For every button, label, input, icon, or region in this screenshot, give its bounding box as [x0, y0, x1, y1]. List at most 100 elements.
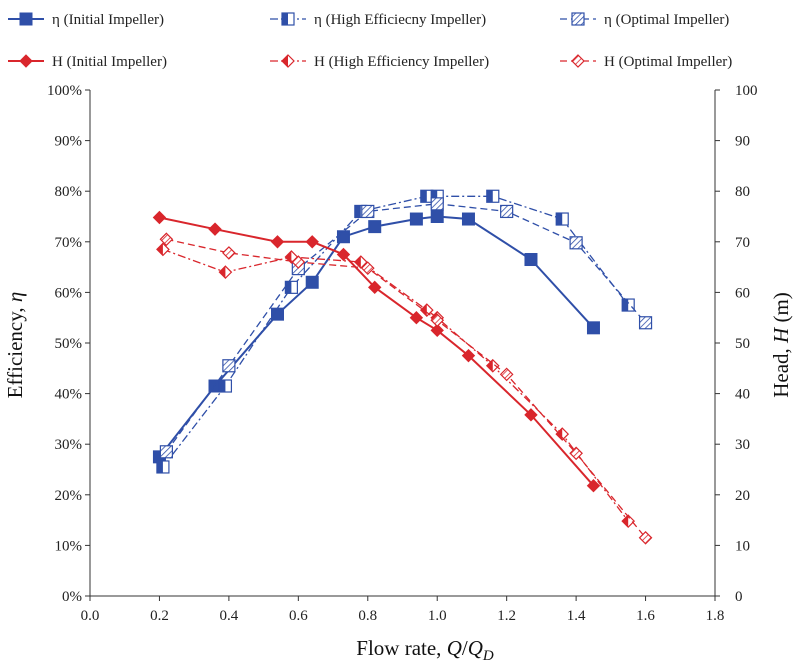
- x-tick-label: 0.2: [150, 608, 169, 624]
- legend-entry-2: η (Optimal Impeller): [560, 12, 729, 28]
- y-left-tick-label: 20%: [55, 488, 83, 504]
- y-right-tick-label: 0: [735, 589, 743, 605]
- data-point: [336, 230, 350, 244]
- y-right-tick-label: 90: [735, 134, 750, 150]
- legend-marker: [19, 12, 33, 26]
- data-point: [461, 212, 475, 226]
- legend-label: H (Optimal Impeller): [604, 54, 732, 70]
- data-point: [353, 255, 368, 269]
- data-point: [222, 246, 236, 260]
- data-point: [430, 313, 445, 328]
- data-point: [336, 247, 351, 262]
- y-left-tick-label: 60%: [55, 285, 83, 301]
- x-tick-label: 0.0: [81, 608, 100, 624]
- y-right-tick-label: 50: [735, 336, 750, 352]
- data-point: [500, 204, 514, 219]
- data-point: [486, 189, 500, 203]
- data-point: [621, 514, 636, 528]
- data-point: [368, 280, 382, 295]
- data-point: [152, 210, 167, 225]
- legend-marker: [19, 54, 33, 68]
- x-tick-label: 0.6: [289, 608, 308, 624]
- data-point: [419, 303, 434, 317]
- legend-entry-3: H (Initial Impeller): [8, 54, 167, 70]
- data-point: [485, 358, 500, 373]
- data-point: [156, 242, 170, 257]
- data-point: [499, 367, 514, 382]
- series-0: [152, 210, 600, 464]
- series-layer: [152, 189, 653, 545]
- data-point: [586, 321, 600, 335]
- legend-label: η (High Efficiecny Impeller): [314, 12, 486, 28]
- legend-marker: [281, 12, 295, 26]
- legend-label: η (Optimal Impeller): [604, 12, 729, 28]
- y-left-tick-label: 90%: [55, 134, 83, 150]
- series-line: [165, 203, 647, 453]
- x-tick-label: 1.0: [428, 608, 447, 624]
- data-point: [360, 261, 375, 275]
- data-point: [555, 212, 569, 226]
- series-5: [159, 232, 653, 545]
- data-point: [638, 530, 653, 545]
- data-point: [305, 275, 319, 289]
- y-left-tick-label: 80%: [55, 184, 83, 200]
- data-point: [305, 235, 319, 249]
- y-right-tick-label: 100: [735, 83, 758, 99]
- data-point: [569, 446, 583, 461]
- series-1: [156, 189, 635, 474]
- data-point: [284, 280, 298, 294]
- y-left-tick-label: 30%: [55, 437, 83, 453]
- data-point: [409, 212, 423, 226]
- y-right-tick-label: 60: [735, 285, 750, 301]
- data-point: [218, 265, 233, 280]
- y-left-tick-label: 50%: [55, 336, 83, 352]
- y-right-tick-label: 40: [735, 387, 750, 403]
- data-point: [430, 323, 444, 338]
- legend-label: H (High Efficiency Impeller): [314, 54, 489, 70]
- x-tick-label: 1.6: [636, 608, 655, 624]
- series-line: [162, 195, 629, 468]
- y-right-tick-label: 80: [735, 184, 750, 200]
- y-right-tick-label: 70: [735, 235, 750, 251]
- series-line: [166, 238, 647, 539]
- x-tick-label: 1.2: [497, 608, 516, 624]
- x-tick-label: 1.4: [567, 608, 586, 624]
- y-right-tick-label: 20: [735, 488, 750, 504]
- data-point: [361, 204, 375, 219]
- series-line: [162, 248, 629, 522]
- y-left-tick-label: 0%: [62, 589, 82, 605]
- data-point: [638, 316, 653, 330]
- data-point: [222, 359, 236, 373]
- legend-label: H (Initial Impeller): [52, 54, 167, 70]
- data-point: [218, 379, 233, 393]
- data-point: [586, 478, 601, 493]
- series-2: [159, 197, 653, 459]
- x-tick-label: 1.8: [706, 608, 725, 624]
- legend-marker: [571, 54, 585, 68]
- data-point: [208, 222, 222, 236]
- data-point: [159, 445, 173, 459]
- legend: η (Initial Impeller) η (High Efficiecny I…: [8, 12, 732, 70]
- legend-entry-5: H (Optimal Impeller): [560, 54, 732, 70]
- y-axis-right-title: Head, H (m): [769, 292, 793, 398]
- legend-marker: [281, 54, 295, 68]
- legend-label: η (Initial Impeller): [52, 12, 164, 28]
- legend-entry-4: H (High Efficiency Impeller): [270, 54, 489, 70]
- data-point: [159, 232, 174, 247]
- series-3: [152, 210, 601, 493]
- x-tick-label: 0.8: [358, 608, 377, 624]
- data-point: [524, 408, 538, 422]
- data-point: [524, 253, 538, 267]
- data-point: [368, 220, 382, 234]
- axes: 0.0 0.2 0.4 0.6 0.8 1.0 1.2 1.4 1.6 1.8 0% 10% 20% 30…: [47, 83, 758, 624]
- x-axis-title: Flow rate, Q/QD: [356, 636, 494, 664]
- data-point: [156, 460, 170, 474]
- data-point: [430, 197, 444, 211]
- legend-marker: [571, 12, 585, 26]
- legend-entry-1: η (High Efficiecny Impeller): [270, 12, 486, 28]
- y-left-tick-label: 100%: [47, 83, 82, 99]
- y-left-tick-label: 70%: [55, 235, 83, 251]
- y-left-tick-label: 40%: [55, 387, 83, 403]
- data-point: [409, 310, 424, 325]
